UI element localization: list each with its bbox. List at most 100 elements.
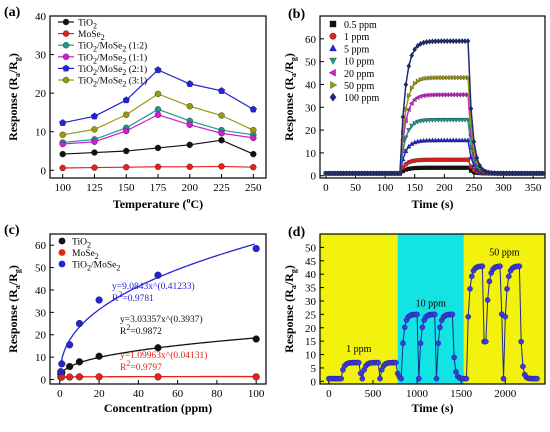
x-tick-label: 500: [365, 388, 382, 400]
legend-entry: 0.5 ppm: [344, 20, 377, 31]
data-point: [218, 130, 225, 137]
y-tick-label: 20: [35, 88, 47, 100]
legend-entry: 5 ppm: [344, 44, 370, 55]
y-tick-label: 0: [311, 171, 317, 183]
data-point: [483, 168, 489, 175]
data-point: [418, 165, 423, 170]
data-point: [59, 119, 67, 126]
data-point: [454, 165, 459, 170]
data-point: [154, 271, 162, 279]
data-point: [445, 75, 451, 81]
legend-marker: [62, 53, 70, 60]
data-point: [403, 118, 408, 124]
data-point: [406, 128, 412, 133]
data-point: [486, 278, 493, 285]
band-label: 10 ppm: [416, 298, 447, 309]
data-point: [186, 103, 193, 110]
y-tick-label: 0: [41, 375, 47, 387]
plot-frame: [49, 233, 267, 385]
data-point: [453, 368, 459, 375]
x-axis-label: Time (s): [411, 197, 453, 211]
data-point: [451, 165, 456, 170]
panel-a: 100 125 150 175 200 225 250 0 10 20 30 40 (a) Respons…: [4, 5, 267, 211]
data-point: [468, 105, 474, 112]
y-tick-label: 60: [305, 34, 317, 46]
y-tick-label: 0: [311, 376, 317, 388]
data-point: [500, 375, 507, 382]
data-point: [495, 170, 500, 177]
data-point: [430, 75, 436, 81]
legend-entry: TiO2: [78, 19, 97, 31]
data-point: [154, 66, 162, 74]
y-axis-label: Response (Ra/Rg): [6, 53, 22, 141]
data-point: [401, 324, 408, 331]
x-tick-label: 40: [133, 388, 145, 400]
data-point: [252, 373, 260, 381]
data-point: [445, 165, 450, 170]
data-point: [217, 87, 226, 94]
data-point: [57, 368, 65, 376]
data-point: [409, 52, 415, 59]
data-point: [415, 119, 421, 125]
y-axis-label: Response (Ra/Rg): [6, 265, 22, 353]
data-point: [249, 105, 257, 113]
y-tick-label: 10: [305, 350, 317, 362]
fit-equation: y=1.09963x^(0.04131): [120, 350, 207, 361]
y-tick-label: 15: [305, 336, 317, 348]
data-point: [186, 121, 193, 128]
data-point: [91, 126, 98, 133]
x-tick-label: 20: [94, 388, 106, 400]
data-point: [504, 286, 510, 292]
data-point: [465, 165, 471, 170]
data-point: [406, 166, 411, 171]
y-tick-label: 30: [305, 296, 317, 308]
data-point: [357, 370, 364, 377]
data-point: [186, 163, 193, 171]
data-point: [502, 313, 509, 320]
data-point: [433, 75, 439, 81]
data-point: [122, 96, 130, 104]
band-label: 1 ppm: [346, 344, 372, 355]
x-tick-label: 100: [377, 182, 394, 194]
fit-r2: R2=0.9781: [112, 290, 154, 304]
data-point: [393, 359, 399, 366]
legend-marker: [329, 92, 337, 102]
data-point: [457, 75, 462, 81]
data-point: [403, 148, 409, 154]
legend-entry: TiO2/MoSe2 (1:2): [78, 41, 147, 54]
series-line: [325, 119, 543, 175]
data-point: [406, 93, 412, 99]
legend-marker: [62, 76, 70, 84]
data-point: [457, 165, 462, 170]
legend-marker: [58, 249, 66, 256]
y-tick-label: 40: [305, 79, 317, 91]
data-point: [397, 170, 403, 177]
data-point: [415, 42, 420, 49]
data-point: [414, 311, 420, 318]
data-point: [406, 63, 412, 70]
y-tick-label: 0: [41, 165, 47, 177]
y-tick-label: 30: [305, 102, 317, 114]
data-point: [58, 360, 66, 368]
data-point: [474, 154, 480, 161]
data-point: [398, 375, 404, 382]
data-point: [95, 352, 103, 360]
data-point: [400, 168, 405, 174]
legend-entry: MoSe2: [78, 30, 105, 42]
data-point: [154, 90, 162, 98]
data-point: [468, 154, 474, 160]
fit-equation: y=3.03357x^(0.3937): [120, 314, 203, 325]
y-tick-label: 10: [35, 127, 47, 139]
data-point: [412, 81, 418, 87]
legend-marker: [62, 42, 70, 49]
data-point: [400, 340, 406, 347]
y-tick-label: 10: [35, 352, 47, 364]
data-point: [75, 373, 84, 381]
data-point: [409, 123, 415, 129]
data-point: [403, 167, 408, 172]
fit-r2: R2=0.9797: [120, 359, 162, 373]
data-point: [412, 46, 418, 53]
data-point: [451, 75, 457, 81]
data-point: [436, 75, 442, 81]
